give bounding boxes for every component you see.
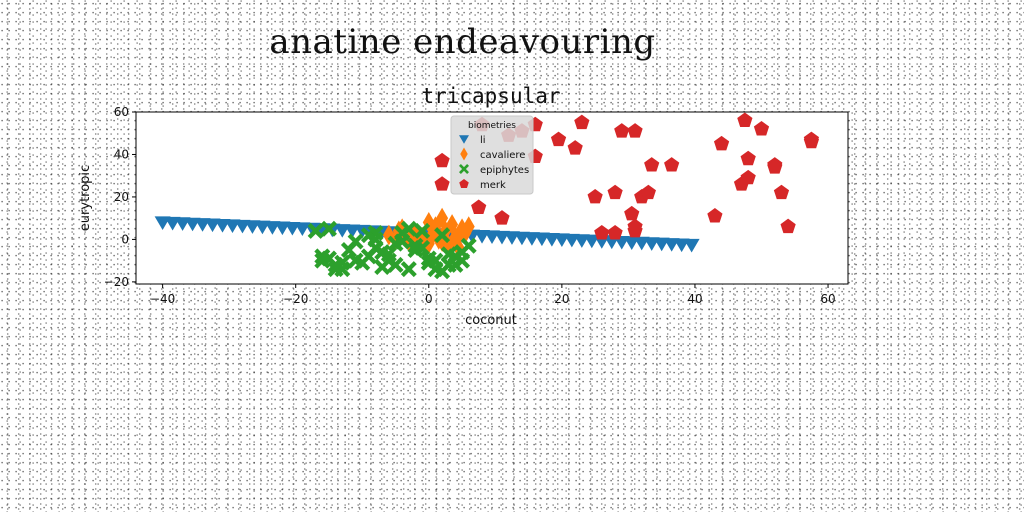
point-merk-20	[707, 208, 723, 223]
point-cavaliere-10	[436, 207, 449, 229]
point-epiphytes-19	[434, 227, 451, 244]
point-epiphytes-39	[394, 225, 411, 242]
point-epiphytes-38	[380, 246, 397, 263]
legend-box	[450, 115, 534, 195]
legend-label-li: li	[480, 135, 486, 146]
point-merk-18	[644, 157, 660, 172]
point-merk-21	[713, 135, 730, 151]
point-merk-23	[737, 112, 753, 127]
point-merk-24	[740, 169, 756, 185]
point-merk-9	[587, 188, 603, 204]
point-epiphytes-28	[387, 235, 404, 252]
point-epiphytes-2	[320, 220, 337, 237]
point-epiphytes-12	[387, 256, 404, 273]
point-epiphytes-36	[347, 233, 364, 250]
point-merk-29	[773, 184, 790, 200]
legend-marker-cavaliere	[460, 147, 468, 161]
point-epiphytes-16	[414, 222, 431, 239]
point-epiphytes-34	[320, 250, 337, 267]
y-tick-label-2: 20	[114, 190, 129, 204]
x-tick-label-3: 20	[554, 292, 569, 306]
y-tick-label-1: 0	[121, 232, 129, 246]
point-merk-1	[434, 176, 450, 191]
point-cavaliere-23	[452, 224, 465, 246]
x-tick-label-0: −40	[150, 292, 175, 306]
point-merk-37	[627, 218, 643, 234]
legend-items: li cavaliere epiphytes merk	[459, 135, 529, 191]
point-merk-11	[607, 225, 623, 240]
legend-label-cavaliere: cavaliere	[480, 150, 525, 161]
x-tick-label-4: 40	[687, 292, 702, 306]
point-cavaliere-24	[429, 222, 442, 244]
point-merk-14	[627, 123, 643, 138]
point-cavaliere-18	[462, 216, 475, 238]
x-axis-ticks: −40 −20 0 20 40 60	[150, 284, 836, 306]
point-merk-10	[594, 225, 610, 240]
point-merk-30	[780, 218, 796, 234]
point-merk-25	[740, 150, 756, 166]
point-merk-19	[664, 157, 680, 172]
chart-title: tricapsular	[421, 84, 560, 108]
point-epiphytes-40	[420, 250, 437, 267]
point-merk-36	[614, 123, 630, 138]
point-merk-7	[550, 131, 567, 147]
y-axis-label: eurytropic	[78, 165, 93, 231]
y-tick-label-4: 60	[114, 105, 129, 119]
point-cavaliere-22	[436, 231, 449, 252]
legend-marker-merk	[459, 179, 469, 189]
y-axis-ticks: −20 0 20 40 60	[104, 105, 136, 289]
legend-marker-li	[459, 135, 469, 144]
point-epiphytes-42	[447, 248, 464, 265]
x-tick-label-1: −20	[283, 292, 308, 306]
point-merk-28	[767, 159, 783, 174]
point-merk-26	[753, 120, 770, 136]
point-epiphytes-43	[407, 242, 424, 259]
point-merk-3	[494, 210, 510, 225]
legend-title: biometries	[468, 121, 516, 131]
point-merk-2	[471, 199, 487, 215]
legend: biometries li cavaliere epiphytes merk	[450, 115, 534, 195]
x-axis-label: coconut	[465, 313, 517, 328]
point-epiphytes-29	[400, 261, 417, 278]
point-epiphytes-35	[334, 254, 351, 271]
legend-label-epiphytes: epiphytes	[480, 165, 529, 176]
legend-marker-epiphytes	[459, 164, 469, 174]
data-marks	[154, 112, 820, 280]
point-epiphytes-41	[434, 263, 451, 280]
point-merk-0	[434, 152, 450, 168]
point-li-53	[683, 238, 700, 253]
point-merk-35	[567, 140, 583, 155]
point-merk-13	[624, 205, 640, 221]
point-epiphytes-44	[367, 231, 384, 248]
y-tick-label-0: −20	[104, 275, 129, 289]
y-tick-label-3: 40	[114, 147, 129, 161]
point-merk-32	[803, 133, 820, 149]
point-merk-8	[574, 114, 590, 130]
x-tick-label-5: 60	[820, 292, 835, 306]
point-epiphytes-0	[307, 222, 324, 239]
figure-suptitle: anatine endeavouring	[269, 22, 656, 62]
point-cavaliere-0	[382, 224, 395, 246]
point-merk-17	[640, 184, 656, 200]
legend-label-merk: merk	[480, 180, 506, 191]
point-merk-12	[607, 184, 623, 200]
x-tick-label-2: 0	[425, 292, 433, 306]
